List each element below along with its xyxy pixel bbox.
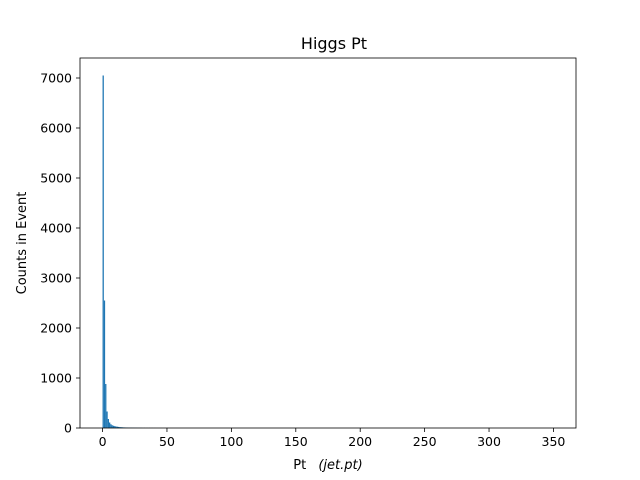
histogram-bar (110, 424, 112, 428)
x-tick-label: 150 (284, 434, 308, 449)
x-axis-label-math: (jet.pt) (318, 458, 362, 473)
y-tick-label: 5000 (40, 171, 72, 186)
histogram-bar (112, 425, 115, 428)
histogram-bar (102, 75, 104, 428)
y-tick-label: 0 (64, 421, 72, 436)
chart-title: Higgs Pt (301, 34, 367, 53)
x-tick-label: 250 (413, 434, 437, 449)
y-tick-label: 2000 (40, 321, 72, 336)
histogram-bar (119, 427, 121, 428)
histogram-bar (107, 419, 109, 428)
x-tick-label: 50 (159, 434, 175, 449)
y-axis-ticks: 0 1000 2000 3000 4000 5000 6000 7000 (40, 71, 80, 436)
y-tick-label: 7000 (40, 71, 72, 86)
histogram-bar (111, 425, 113, 428)
x-tick-label: 100 (219, 434, 243, 449)
histogram-bar (115, 426, 117, 428)
histogram-bar (103, 300, 106, 428)
x-tick-label: 200 (348, 434, 372, 449)
histogram-bar (105, 384, 107, 428)
x-tick-label: 0 (99, 434, 107, 449)
y-tick-label: 3000 (40, 271, 72, 286)
x-axis-label: Pt (jet.pt) (293, 458, 362, 473)
histogram-bar (118, 426, 120, 428)
histogram-bar (108, 422, 111, 428)
histogram-bar (106, 411, 108, 428)
x-tick-label: 300 (477, 434, 501, 449)
histogram-bar (116, 426, 119, 428)
x-tick-label: 350 (542, 434, 566, 449)
x-axis-label-main: Pt (293, 458, 306, 473)
histogram-bar (114, 426, 116, 428)
histogram-bars (102, 75, 169, 428)
plot-frame (79, 57, 577, 429)
y-tick-label: 1000 (40, 371, 72, 386)
x-axis-ticks: 0 50 100 150 200 250 300 350 (99, 428, 566, 449)
y-tick-label: 4000 (40, 221, 72, 236)
y-axis-label: Counts in Event (15, 192, 30, 295)
y-tick-label: 6000 (40, 121, 72, 136)
